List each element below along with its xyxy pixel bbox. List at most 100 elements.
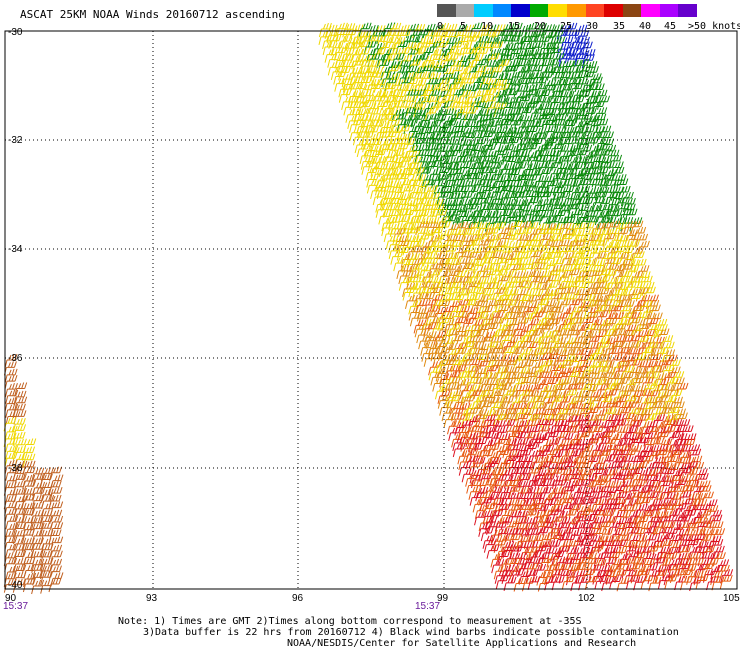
wind-barb xyxy=(388,238,402,253)
wind-barb xyxy=(479,28,493,44)
wind-barb xyxy=(488,378,501,393)
wind-barb xyxy=(397,124,411,139)
wind-barb xyxy=(500,49,514,64)
wind-barb xyxy=(610,161,624,176)
wind-barb xyxy=(572,316,586,332)
wind-barb xyxy=(641,376,655,391)
wind-barb xyxy=(349,70,363,86)
wind-barb xyxy=(22,508,36,523)
wind-barb xyxy=(561,137,575,152)
wind-barb xyxy=(4,353,18,369)
wind-barb xyxy=(585,480,598,495)
wind-barb xyxy=(366,173,380,188)
wind-barb xyxy=(48,577,62,593)
wind-barb xyxy=(683,433,697,448)
wind-barb xyxy=(456,329,470,345)
wind-barb xyxy=(466,113,480,128)
wind-barb xyxy=(515,137,529,153)
wind-barb xyxy=(447,203,461,218)
wind-barb xyxy=(436,190,450,206)
wind-barb xyxy=(604,312,618,327)
wind-barb xyxy=(636,240,650,255)
wind-barb xyxy=(40,481,54,496)
wind-barb xyxy=(594,360,608,375)
wind-barb xyxy=(493,396,506,411)
wind-barb xyxy=(578,576,592,591)
wind-barb xyxy=(509,95,523,111)
wind-barb xyxy=(429,142,443,158)
wind-barb xyxy=(537,424,551,439)
wind-barb xyxy=(657,383,671,399)
wind-barb xyxy=(424,106,438,122)
wind-barb xyxy=(568,77,582,92)
wind-barb xyxy=(604,293,617,308)
legend-label: 5 xyxy=(460,21,467,32)
wind-barb xyxy=(551,102,565,117)
wind-barb xyxy=(524,49,538,64)
wind-barb xyxy=(615,178,629,193)
wind-barb xyxy=(512,180,526,195)
wind-barb xyxy=(503,276,517,291)
wind-barb xyxy=(595,143,609,158)
wind-barb xyxy=(607,198,621,213)
wind-barb xyxy=(674,412,688,427)
wind-barb xyxy=(539,556,553,571)
wind-barb xyxy=(497,359,511,375)
wind-barb xyxy=(602,509,616,524)
wind-barb xyxy=(605,443,619,458)
wind-barb xyxy=(21,493,35,509)
wind-barb xyxy=(427,89,441,104)
wind-barb xyxy=(386,209,400,224)
legend-swatch xyxy=(529,4,549,17)
wind-barb xyxy=(637,389,651,404)
wind-barb xyxy=(492,413,506,428)
wind-barb xyxy=(564,286,578,302)
wind-barb xyxy=(22,537,35,552)
wind-barb xyxy=(513,84,527,100)
wind-barb xyxy=(551,575,565,591)
wind-barb xyxy=(427,234,441,250)
wind-barb xyxy=(504,520,518,535)
wind-barb xyxy=(618,406,632,421)
wind-barb xyxy=(617,359,631,375)
wind-barb xyxy=(547,408,561,423)
wind-barb xyxy=(530,214,544,229)
wind-barb xyxy=(391,149,405,164)
wind-barb xyxy=(632,432,646,447)
wind-barb xyxy=(427,95,441,110)
map-frame xyxy=(4,30,738,590)
wind-barb xyxy=(551,202,565,217)
wind-barb xyxy=(22,446,36,461)
wind-barb xyxy=(660,532,674,547)
wind-barb xyxy=(560,456,574,471)
wind-barb xyxy=(533,22,547,38)
wind-barb xyxy=(49,509,63,524)
wind-barb xyxy=(498,232,512,247)
wind-barb xyxy=(401,106,415,122)
wind-barb xyxy=(633,384,647,400)
wind-barb xyxy=(458,89,472,105)
wind-barb xyxy=(548,487,561,502)
wind-barb xyxy=(472,498,486,513)
wind-barb xyxy=(3,417,17,432)
wind-barb xyxy=(593,552,607,567)
wind-barb xyxy=(569,408,583,423)
wind-barb xyxy=(433,114,447,129)
wind-barb xyxy=(655,347,669,362)
wind-barb xyxy=(571,217,585,232)
wind-barb xyxy=(569,305,583,320)
wind-barb xyxy=(414,197,428,213)
wind-barb xyxy=(402,162,416,177)
wind-barb xyxy=(416,28,430,43)
wind-barb xyxy=(433,108,447,124)
wind-barb xyxy=(473,131,487,146)
wind-barb xyxy=(580,486,594,502)
wind-barb xyxy=(519,154,533,170)
wind-barb xyxy=(558,52,572,67)
wind-barb xyxy=(559,154,573,170)
wind-barb xyxy=(522,289,536,304)
wind-barb xyxy=(418,136,432,152)
wind-barb xyxy=(578,235,592,250)
wind-barb xyxy=(545,259,559,274)
wind-barb xyxy=(560,179,574,194)
